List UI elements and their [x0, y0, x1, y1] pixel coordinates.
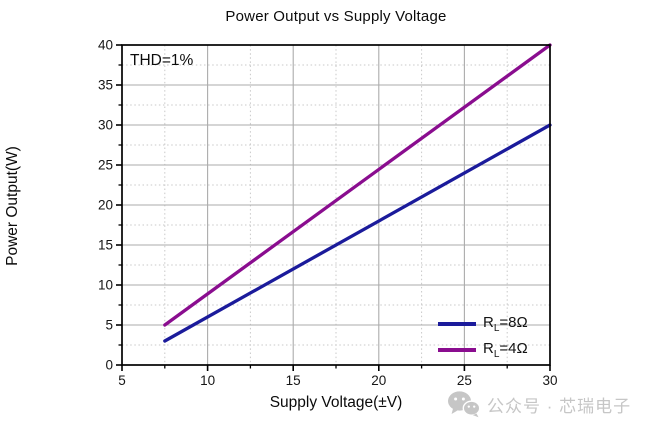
watermark-text: 公众号 · 芯瑞电子	[487, 396, 632, 416]
svg-text:30: 30	[542, 373, 557, 388]
svg-text:10: 10	[200, 373, 215, 388]
thd-annotation: THD=1%	[130, 52, 194, 69]
svg-text:30: 30	[98, 118, 113, 133]
svg-text:35: 35	[98, 78, 113, 93]
svg-text:20: 20	[371, 373, 386, 388]
legend-item-4ohm: RL=4Ω	[438, 337, 528, 363]
x-axis-label: Supply Voltage(±V)	[269, 394, 403, 411]
legend-label-8ohm: RL=8Ω	[483, 314, 528, 334]
svg-text:40: 40	[98, 38, 113, 53]
y-axis-label: Power Output(W)	[4, 146, 21, 266]
svg-text:5: 5	[105, 318, 113, 333]
svg-text:25: 25	[457, 373, 472, 388]
svg-text:20: 20	[98, 198, 113, 213]
wechat-icon	[448, 391, 480, 418]
svg-text:15: 15	[286, 373, 301, 388]
svg-text:5: 5	[118, 373, 126, 388]
legend-swatch-8ohm	[438, 322, 476, 326]
chart-title: Power Output vs Supply Voltage	[225, 8, 447, 25]
svg-text:25: 25	[98, 158, 113, 173]
svg-text:10: 10	[98, 278, 113, 293]
legend-label-4ohm: RL=4Ω	[483, 340, 528, 360]
legend: RL=8Ω RL=4Ω	[438, 311, 528, 363]
svg-text:15: 15	[98, 238, 113, 253]
svg-text:0: 0	[105, 358, 113, 373]
legend-item-8ohm: RL=8Ω	[438, 311, 528, 337]
legend-swatch-4ohm	[438, 348, 476, 352]
watermark: 公众号 · 芯瑞电子	[447, 390, 631, 418]
